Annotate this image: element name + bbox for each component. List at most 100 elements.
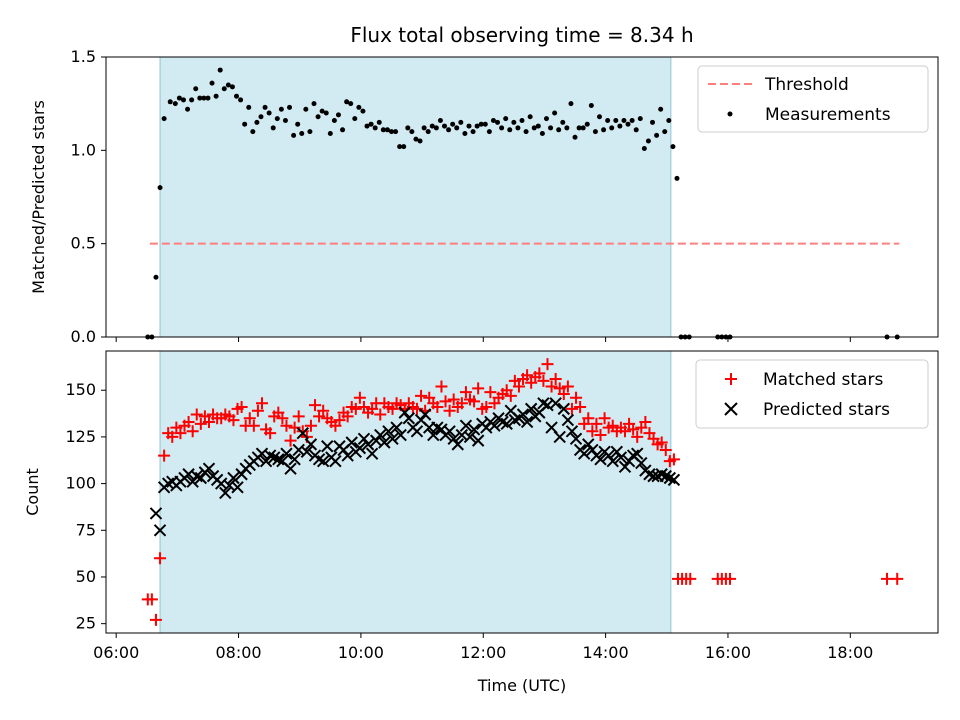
- matched-star-point: [410, 402, 423, 415]
- measurement-point: [376, 119, 382, 125]
- predicted-star-point: [565, 425, 579, 438]
- measurement-point: [331, 117, 337, 123]
- predicted-star-point: [329, 454, 342, 468]
- measurement-point: [185, 106, 191, 112]
- matched-star-point: [349, 402, 362, 415]
- bottom-axes-frame: [105, 350, 939, 634]
- measurement-point: [327, 131, 333, 137]
- measurement-point: [413, 136, 419, 142]
- predicted-star-point: [618, 460, 632, 473]
- measurement-point: [295, 121, 301, 127]
- top-panel: 0.0 0.5 1.0 1.5 Matched/Predicted stars Thr…: [29, 47, 939, 346]
- measurement-point: [348, 101, 354, 107]
- measurement-point: [543, 116, 549, 122]
- measurement-point: [213, 93, 219, 99]
- measurement-point: [560, 119, 566, 125]
- matched-star-point: [158, 449, 171, 462]
- measurement-point: [193, 86, 199, 92]
- measurement-point: [421, 125, 427, 131]
- predicted-star-point: [398, 406, 411, 419]
- predicted-star-point: [316, 454, 330, 468]
- predicted-star-point: [549, 397, 562, 410]
- matched-star-point: [149, 613, 162, 626]
- top-legend-box: [697, 65, 929, 133]
- top-y-axis-label: Matched/Predicted stars: [29, 100, 48, 294]
- matched-star-point: [541, 358, 554, 371]
- measurement-point: [637, 116, 643, 122]
- measurement-point: [601, 127, 607, 133]
- matched-star-point: [557, 387, 570, 400]
- measurement-point: [519, 117, 525, 123]
- predicted-star-point: [153, 524, 167, 537]
- matched-star-point: [288, 421, 301, 434]
- matched-star-point: [309, 399, 322, 412]
- measurement-point: [629, 117, 635, 123]
- matched-star-point: [166, 430, 179, 443]
- chart-title: Flux total observing time = 8.34 h: [350, 23, 693, 47]
- predicted-star-point: [418, 408, 432, 421]
- matched-star-point: [459, 386, 472, 399]
- measurement-point: [180, 97, 186, 103]
- matched-star-point: [317, 404, 330, 417]
- measurement-point: [270, 125, 276, 131]
- measurement-point: [535, 123, 541, 129]
- matched-star-point: [435, 380, 448, 393]
- predicted-star-point: [631, 447, 644, 460]
- x-tick-label: 06:00: [93, 643, 139, 662]
- measurement-point: [613, 117, 619, 123]
- measurement-point: [429, 123, 435, 129]
- x-axis-label: Time (UTC): [477, 676, 566, 695]
- predicted-star-point: [459, 419, 473, 432]
- predicted-star-point: [374, 428, 387, 442]
- bottom-panel: 25 50 75 100 125 150 06:00 08:00 10:00 12:00 14:0…: [23, 350, 939, 695]
- measurement-point: [523, 129, 529, 135]
- predicted-star-point: [149, 507, 163, 520]
- matched-star-point: [174, 427, 187, 440]
- predicted-star-point: [365, 447, 379, 460]
- measurement-point: [568, 101, 574, 107]
- predicted-star-point: [202, 462, 216, 475]
- measurement-point: [658, 106, 664, 112]
- measurement-point: [319, 108, 325, 114]
- matched-star-point: [341, 410, 354, 423]
- predicted-star-point: [467, 423, 481, 436]
- top-y-tick-label: 1.0: [71, 140, 96, 159]
- measurement-point: [621, 117, 627, 123]
- measurement-point: [645, 138, 651, 144]
- matched-star-point: [243, 412, 256, 425]
- top-y-ticks: 0.0 0.5 1.0 1.5: [71, 47, 106, 346]
- measurement-point: [654, 132, 660, 138]
- measurement-point: [580, 125, 586, 131]
- measurement-point: [564, 125, 570, 131]
- predicted-star-point: [341, 449, 354, 462]
- measurement-point: [229, 84, 235, 90]
- measurement-point: [662, 129, 668, 135]
- matched-star-point: [521, 369, 534, 382]
- predicted-star-point: [382, 425, 395, 438]
- matched-star-point: [639, 415, 652, 428]
- measurement-point: [596, 114, 602, 120]
- matched-legend-label: Matched stars: [763, 370, 883, 390]
- predicted-star-point: [345, 436, 358, 449]
- matched-star-point: [304, 419, 317, 432]
- matched-star-point: [484, 386, 497, 399]
- bottom-y-ticks: 25 50 75 100 125 150: [65, 380, 106, 633]
- predicted-star-point: [447, 432, 460, 445]
- measurement-point: [584, 121, 590, 127]
- matched-star-point: [443, 404, 456, 417]
- predicted-star-point: [614, 451, 628, 464]
- predicted-star-point: [577, 447, 591, 460]
- measurement-point: [417, 138, 423, 144]
- matched-star-point: [561, 380, 574, 393]
- x-tick-label: 16:00: [705, 643, 751, 662]
- measurement-point: [335, 112, 341, 118]
- matched-star-point: [480, 401, 493, 414]
- predicted-star-point: [288, 453, 301, 466]
- measurement-point: [458, 119, 464, 125]
- measurement-point: [478, 121, 484, 127]
- measurement-point: [454, 125, 460, 131]
- measurement-point: [433, 125, 439, 131]
- measurement-point: [311, 101, 317, 107]
- matched-star-point: [447, 393, 460, 406]
- x-tick-label: 10:00: [338, 643, 384, 662]
